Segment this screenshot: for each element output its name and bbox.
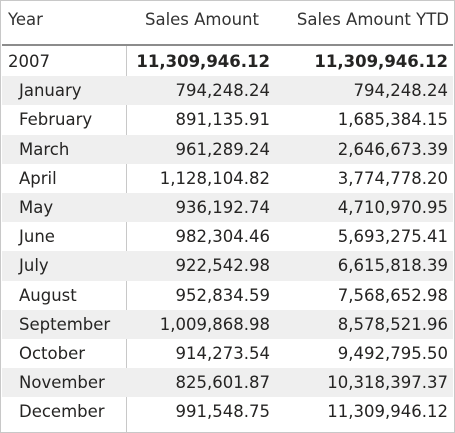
table-body: 2007 11,309,946.12 11,309,946.12 January 794… [2,47,453,426]
sales-amount-cell: 952,834.59 [175,285,270,305]
sales-amount-ytd-cell: 794,248.24 [353,81,448,101]
sales-amount-ytd-cell: 6,615,818.39 [337,256,448,276]
sales-amount-ytd-cell: 11,309,946.12 [327,402,448,422]
column-header-sales-amount[interactable]: Sales Amount [144,10,259,29]
row-label: March [19,139,70,159]
sales-amount-ytd-cell: 5,693,275.41 [337,227,448,247]
table-row[interactable]: March 961,289.24 2,646,673.39 [2,134,453,164]
table-row[interactable]: August 952,834.59 7,568,652.98 [2,281,453,310]
table-row-year-total[interactable]: 2007 11,309,946.12 11,309,946.12 [2,47,453,76]
row-label: January [19,81,82,101]
table-row[interactable]: May 936,192.74 4,710,970.95 [2,192,453,223]
table-row[interactable]: October 914,273.54 9,492,795.50 [2,339,453,368]
row-label: September [19,314,111,334]
sales-amount-cell: 891,135.91 [175,110,270,130]
row-label: April [19,168,57,188]
table-row[interactable]: November 825,601.87 10,318,397.37 [2,368,453,398]
sales-amount-cell: 1,009,868.98 [159,314,270,334]
row-label: June [19,227,55,247]
sales-amount-ytd-cell: 7,568,652.98 [337,285,448,305]
table-row[interactable]: December 991,548.75 11,309,946.12 [2,397,453,426]
sales-amount-cell: 914,273.54 [175,343,270,363]
sales-amount-cell: 982,304.46 [175,227,270,247]
sales-amount-cell: 11,309,946.12 [136,52,270,71]
header-divider [2,44,453,46]
sales-amount-cell: 825,601.87 [175,373,270,393]
sales-amount-cell: 936,192.74 [175,197,270,217]
row-label: February [19,110,93,130]
column-header-sales-amount-ytd[interactable]: Sales Amount YTD [296,10,449,29]
column-divider [126,46,127,432]
row-label: July [19,256,49,276]
table-row[interactable]: January 794,248.24 794,248.24 [2,76,453,106]
sales-amount-cell: 922,542.98 [175,256,270,276]
sales-amount-ytd-cell: 10,318,397.37 [327,373,448,393]
sales-amount-cell: 961,289.24 [175,139,270,159]
sales-amount-ytd-cell: 8,578,521.96 [337,314,448,334]
table-header-row: Year Sales Amount Sales Amount YTD [2,2,453,44]
row-label: October [19,343,86,363]
row-label: August [19,285,77,305]
sales-amount-cell: 1,128,104.82 [159,168,270,188]
sales-amount-cell: 991,548.75 [175,402,270,422]
row-label: November [19,373,105,393]
sales-amount-cell: 794,248.24 [175,81,270,101]
sales-amount-ytd-cell: 9,492,795.50 [337,343,448,363]
table-row[interactable]: June 982,304.46 5,693,275.41 [2,222,453,251]
table-row[interactable]: September 1,009,868.98 8,578,521.96 [2,309,453,339]
table-row[interactable]: April 1,128,104.82 3,774,778.20 [2,164,453,193]
sales-amount-ytd-cell: 3,774,778.20 [337,168,448,188]
column-header-year[interactable]: Year [8,10,43,29]
table-row[interactable]: July 922,542.98 6,615,818.39 [2,251,453,281]
row-label: 2007 [8,52,50,71]
table-row[interactable]: February 891,135.91 1,685,384.15 [2,105,453,134]
sales-amount-ytd-cell: 11,309,946.12 [314,52,448,71]
sales-amount-ytd-cell: 2,646,673.39 [337,139,448,159]
row-label: May [19,197,54,217]
row-label: December [19,402,105,422]
sales-amount-ytd-cell: 1,685,384.15 [337,110,448,130]
sales-amount-ytd-cell: 4,710,970.95 [337,197,448,217]
